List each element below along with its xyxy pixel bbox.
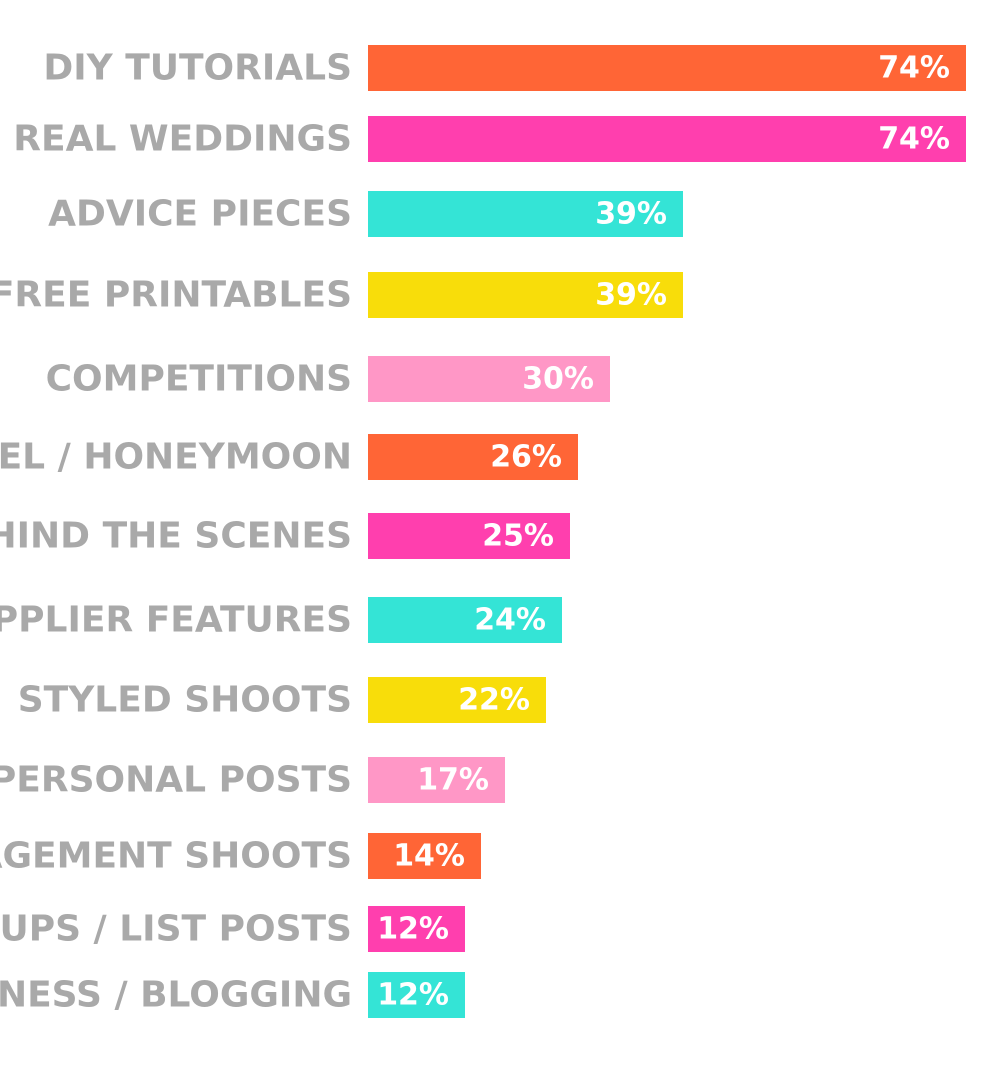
bar [368, 116, 966, 162]
data-label: 30% [522, 362, 594, 397]
bar [368, 272, 683, 318]
category-labels: DIY TUTORIALS REAL WEDDINGS ADVICE PIECES F… [0, 48, 352, 1016]
bars [368, 45, 966, 1018]
data-label: 25% [482, 519, 554, 554]
data-label: 39% [595, 278, 667, 313]
data-label: 24% [474, 603, 546, 638]
bar [368, 45, 966, 91]
data-label: 74% [878, 122, 950, 157]
category-label: ENGAGEMENT SHOOTS [0, 836, 352, 877]
bar [368, 677, 546, 723]
category-label: TRAVEL / HONEYMOON [0, 437, 352, 478]
bar [368, 513, 570, 559]
category-label: REAL WEDDINGS [13, 119, 352, 160]
data-label: 17% [417, 763, 489, 798]
bar [368, 833, 481, 879]
category-label: ADVICE PIECES [48, 194, 352, 235]
category-label: FREE PRINTABLES [0, 275, 352, 316]
bar [368, 191, 683, 237]
category-label: DIY TUTORIALS [43, 48, 352, 89]
data-label: 12% [377, 912, 449, 947]
bar [368, 356, 610, 402]
category-label: SUPPLIER FEATURES [0, 600, 352, 641]
bar [368, 972, 465, 1018]
data-labels: 74% 74% 39% 39% 30% 26% 25% 24% 22% 17% 14% 12% 12% [377, 51, 950, 1013]
category-label: ROUND UPS / LIST POSTS [0, 909, 352, 950]
bar [368, 597, 562, 643]
category-label: STYLED SHOOTS [18, 680, 352, 721]
data-label: 39% [595, 197, 667, 232]
category-label: BUSINESS / BLOGGING [0, 975, 352, 1016]
bar [368, 757, 505, 803]
bar [368, 906, 465, 952]
category-label: PERSONAL POSTS [0, 760, 352, 801]
data-label: 12% [377, 978, 449, 1013]
bar [368, 434, 578, 480]
data-label: 14% [393, 839, 465, 874]
data-label: 74% [878, 51, 950, 86]
data-label: 22% [458, 683, 530, 718]
category-label: BEHIND THE SCENES [0, 516, 352, 557]
category-label: COMPETITIONS [46, 359, 352, 400]
data-label: 26% [490, 440, 562, 475]
